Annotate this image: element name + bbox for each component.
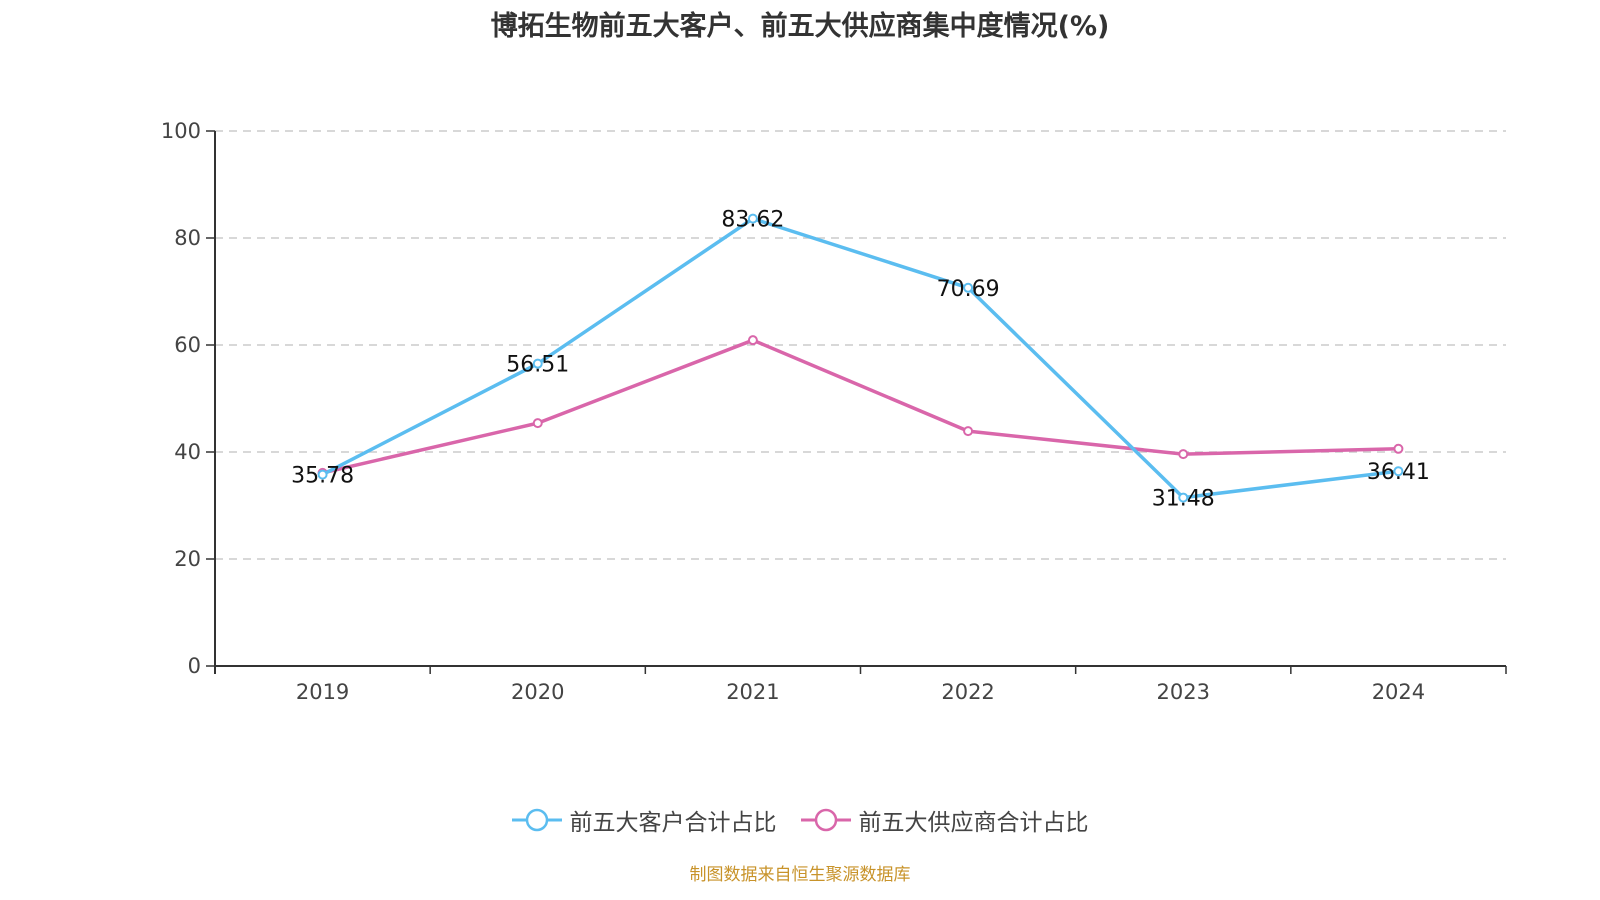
x-tick-label: 2022 bbox=[941, 680, 994, 704]
data-point bbox=[1178, 449, 1189, 460]
data-point bbox=[747, 335, 758, 346]
legend-label: 前五大供应商合计占比 bbox=[858, 810, 1089, 836]
grid-lines bbox=[215, 130, 1506, 560]
legend-label: 前五大客户合计占比 bbox=[569, 810, 777, 836]
data-labels: 35.78 56.51 83.62 70.69 31.48 36.41 bbox=[291, 208, 1430, 512]
data-label: 56.51 bbox=[506, 353, 569, 378]
legend-item-1[interactable]: 前五大供应商合计占比 bbox=[800, 803, 1089, 837]
y-tick-label: 0 bbox=[188, 654, 201, 678]
y-tick-label: 40 bbox=[174, 440, 201, 464]
data-label: 31.48 bbox=[1152, 487, 1215, 512]
data-label: 83.62 bbox=[721, 208, 784, 233]
data-point bbox=[747, 213, 758, 224]
chart-title: 博拓生物前五大客户、前五大供应商集中度情况(%) bbox=[490, 11, 1110, 42]
legend-item-0[interactable]: 前五大客户合计占比 bbox=[511, 803, 777, 837]
data-point bbox=[317, 469, 328, 480]
data-label: 35.78 bbox=[291, 464, 354, 489]
legend-line-circle-icon bbox=[800, 808, 851, 832]
data-point bbox=[963, 426, 974, 437]
data-point bbox=[532, 418, 543, 429]
data-point bbox=[1393, 466, 1404, 477]
series-line-1 bbox=[322, 338, 1399, 475]
source-note: 制图数据来自恒生聚源数据库 bbox=[689, 865, 911, 885]
legend: 前五大客户合计占比 前五大供应商合计占比 bbox=[0, 803, 1600, 837]
x-tick-label: 2021 bbox=[726, 680, 779, 704]
series-line-0 bbox=[321, 216, 1399, 500]
data-point bbox=[1393, 443, 1404, 454]
data-label: 70.69 bbox=[937, 277, 1000, 302]
x-tick-label: 2020 bbox=[511, 680, 564, 704]
x-tick-label: 2019 bbox=[296, 680, 349, 704]
y-tick-label: 60 bbox=[174, 333, 201, 357]
series-lines bbox=[317, 213, 1404, 503]
axes: 0 20 40 60 80 100 2019 2020 2021 2022 2023 2024 bbox=[161, 119, 1507, 704]
data-label: 36.41 bbox=[1367, 460, 1430, 485]
y-tick-label: 100 bbox=[161, 119, 201, 143]
data-point bbox=[1178, 492, 1189, 503]
data-point bbox=[532, 358, 543, 369]
data-point bbox=[963, 282, 974, 293]
legend-line-circle-icon bbox=[511, 808, 562, 832]
x-tick-label: 2024 bbox=[1372, 680, 1425, 704]
x-tick-label: 2023 bbox=[1157, 680, 1210, 704]
y-tick-label: 20 bbox=[174, 547, 201, 571]
y-tick-label: 80 bbox=[174, 226, 201, 250]
